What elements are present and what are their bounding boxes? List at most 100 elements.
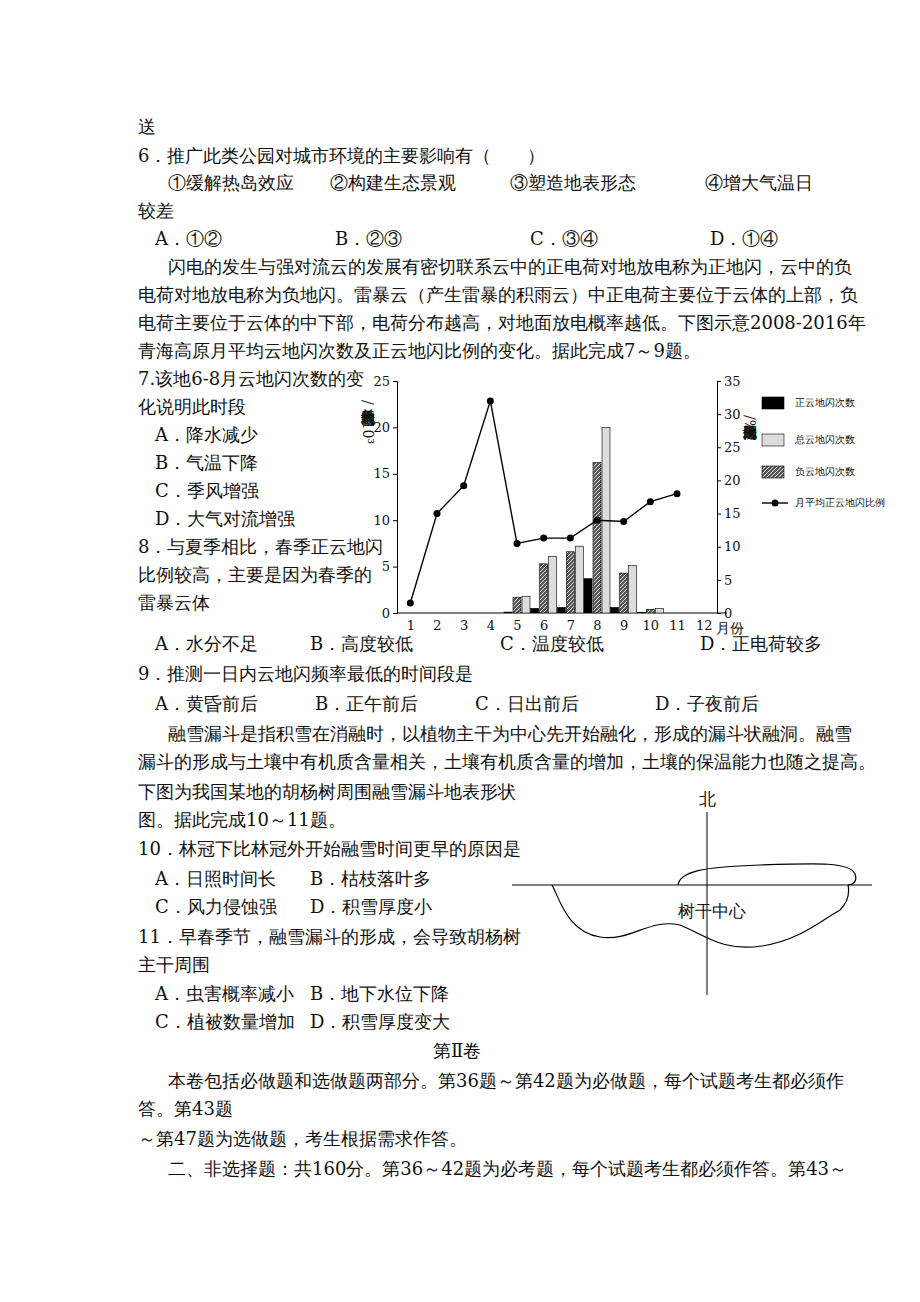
x-tick: 9	[620, 613, 628, 633]
plot-area	[407, 397, 681, 613]
x-axis-title: 月份	[716, 620, 744, 636]
x-tick-label: 5	[513, 618, 521, 633]
y-tick-label: 25	[373, 374, 390, 389]
text-line: 漏斗的形成与土壤中有机质含量相关，土壤有机质含量的增加，土壤的保温能力也随之提高…	[138, 751, 876, 772]
legend-label: 月平均正云地闪比例	[795, 497, 885, 508]
text-line: 二、非选择题：共160分。第36～42题为必考题，每个试题考生都必须作答。第43…	[168, 1158, 847, 1179]
text-line: D．积雪厚度小	[310, 896, 432, 917]
text-line: B．地下水位下降	[310, 983, 449, 1004]
bar	[522, 596, 530, 613]
text-line: D．积雪厚度变大	[310, 1011, 450, 1032]
y2-tick: 25	[717, 440, 741, 455]
text-line: 下图为我国某地的胡杨树周围融雪漏斗地表形状	[138, 781, 516, 802]
east-west-axis	[512, 885, 872, 886]
text-line: 11．早春季节，融雪漏斗的形成，会导致胡杨树	[138, 926, 521, 947]
x-tick-label: 7	[567, 618, 575, 633]
y2-tick-mark	[717, 447, 721, 448]
legend-label: 正云地闪次数	[795, 397, 855, 408]
y-tick-label: 0	[382, 606, 390, 621]
text-line: D．正电荷较多	[700, 633, 822, 654]
point	[407, 600, 414, 607]
x-tick-label: 2	[433, 618, 441, 633]
text-line: 电荷主要位于云体的中下部，电荷分布越高，对地面放电概率越低。下图示意2008-2…	[138, 312, 866, 333]
text-line: 雷暴云体	[138, 592, 210, 613]
x-tick-label: 11	[669, 618, 686, 633]
y2-axis: 05101520253035	[717, 374, 741, 621]
text-line: C．温度较低	[500, 633, 604, 654]
y-tick-mark	[393, 520, 397, 521]
point	[674, 490, 681, 497]
chart: 123456789101112月份05101520250510152025303…	[360, 374, 885, 636]
y-tick: 15	[373, 466, 397, 481]
bar	[620, 573, 628, 613]
y2-axis-line	[718, 382, 722, 614]
x-tick: 10	[643, 613, 660, 633]
point	[540, 535, 547, 542]
text-line: A．①②	[154, 228, 222, 249]
x-tick: 6	[540, 613, 548, 633]
text-line: 主干周围	[138, 954, 210, 975]
text-line: 比例较高，主要是因为春季的	[138, 564, 372, 585]
point	[434, 510, 441, 517]
text-line: 答。第43题	[138, 1098, 233, 1119]
y-tick: 10	[373, 513, 397, 528]
diagram-label: 北	[699, 789, 716, 809]
text-line: D．①④	[710, 228, 778, 249]
point	[460, 482, 467, 489]
text-line: D．子夜前后	[655, 693, 759, 714]
bar	[566, 552, 574, 613]
y2-tick-mark	[717, 547, 721, 548]
text-line: ③塑造地表形态	[510, 172, 636, 193]
text-line: C．植被数量增加	[155, 1011, 295, 1032]
diagram-label: 树干中心	[678, 901, 746, 921]
y-tick-mark	[393, 427, 397, 428]
text-line: B．枯枝落叶多	[310, 868, 431, 889]
bar	[655, 608, 663, 613]
y2-tick: 10	[717, 539, 741, 554]
y-tick-label: 10	[373, 513, 390, 528]
y-tick: 25	[373, 374, 397, 389]
x-tick: 8	[593, 613, 601, 633]
bar	[575, 546, 583, 613]
bar	[593, 463, 601, 613]
y2-tick-mark	[717, 381, 721, 382]
x-tick-label: 12	[696, 618, 713, 633]
legend-swatch	[772, 500, 779, 507]
bar	[611, 607, 619, 613]
document-text: 送6．推广此类公园对城市环境的主要影响有（ ）①缓解热岛效应②构建生态景观③塑造…	[138, 116, 876, 1179]
y2-tick-mark	[717, 514, 721, 515]
y-tick-mark	[393, 567, 397, 568]
text-line: 送	[138, 116, 156, 137]
y-axis-line	[393, 382, 398, 614]
y2-tick-label: 35	[724, 374, 741, 389]
point	[514, 540, 521, 547]
bar	[549, 556, 557, 613]
x-tick: 4	[487, 613, 495, 633]
bar	[584, 579, 592, 613]
y2-tick-label: 30	[724, 407, 741, 422]
bar	[646, 609, 654, 613]
point	[594, 517, 601, 524]
text-line: 8．与夏季相比，春季正云地闪	[138, 536, 383, 557]
y2-tick-label: 0	[724, 606, 732, 621]
text-line: 第Ⅱ卷	[433, 1040, 481, 1061]
legend: 正云地闪次数总云地闪次数负云地闪次数月平均正云地闪比例	[762, 397, 885, 508]
text-line: A．降水减少	[154, 424, 258, 445]
x-tick: 1	[407, 613, 415, 633]
y2-tick-label: 10	[724, 539, 741, 554]
text-line: D．大气对流增强	[155, 508, 295, 529]
bar	[513, 597, 521, 613]
text-line: ②构建生态景观	[330, 172, 456, 193]
x-tick: 5	[513, 613, 521, 633]
y2-tick-mark	[717, 580, 721, 581]
legend-swatch	[762, 466, 784, 478]
x-tick-label: 6	[540, 618, 548, 633]
x-tick: 12	[696, 613, 713, 633]
x-tick: 7	[567, 613, 575, 633]
point	[567, 535, 574, 542]
y-tick-mark	[393, 474, 397, 475]
x-axis: 123456789101112	[397, 613, 727, 633]
text-line: A．日照时间长	[154, 868, 276, 889]
text-line: 较差	[138, 200, 174, 221]
y-tick-mark	[393, 613, 397, 614]
